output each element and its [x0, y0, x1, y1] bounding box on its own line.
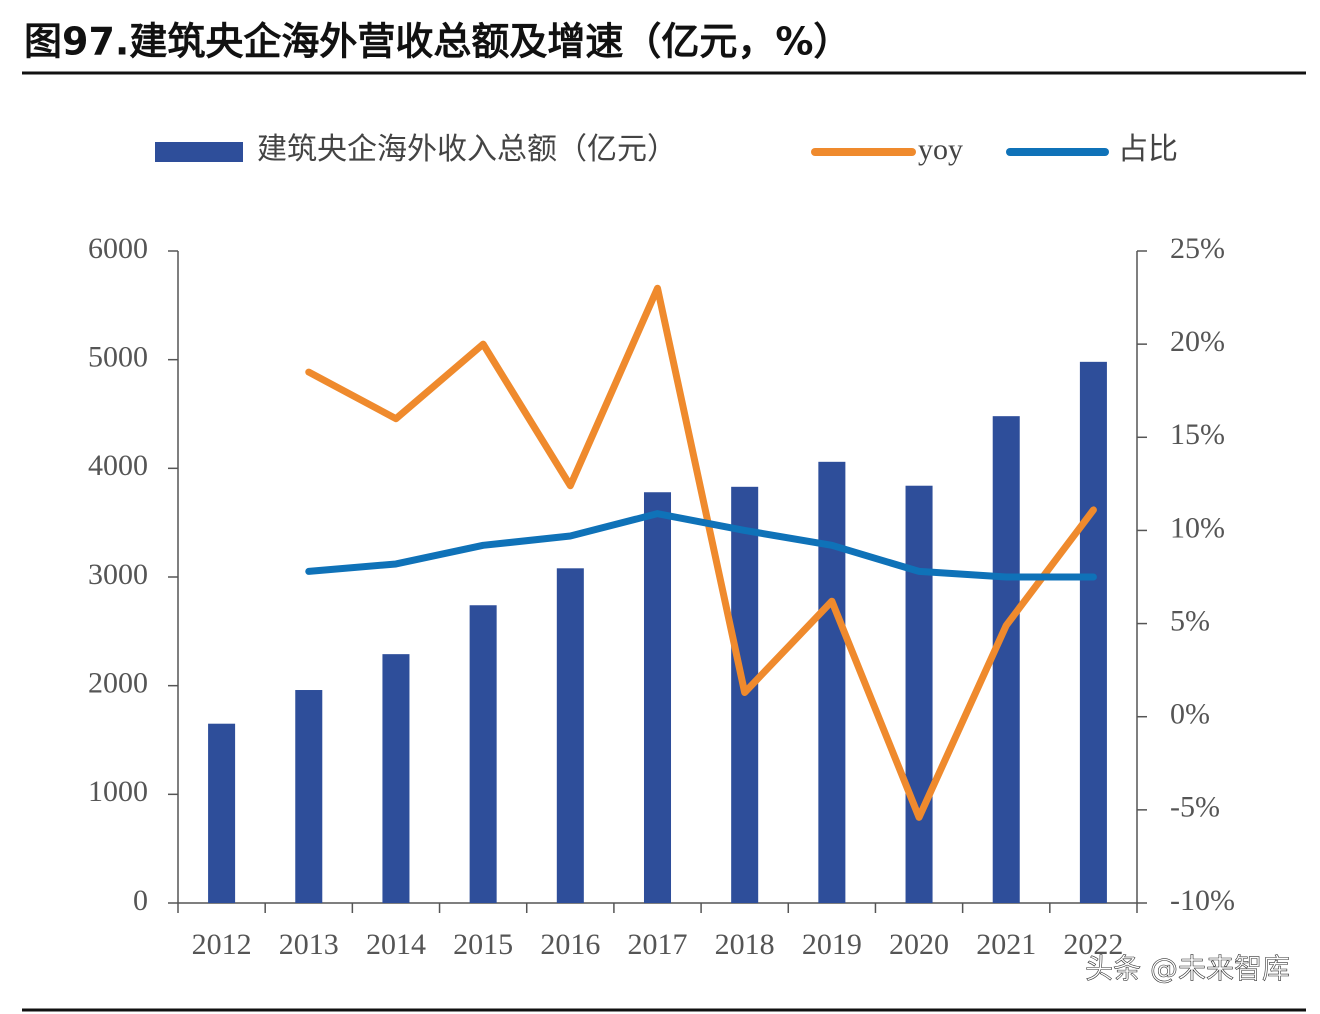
- y2-tick-label: 15%: [1170, 418, 1225, 451]
- watermark: 头条 @未来智库: [1085, 952, 1290, 985]
- bar: [643, 492, 672, 903]
- y2-tick-label: 0%: [1170, 698, 1210, 731]
- y2-tick-label: 20%: [1170, 325, 1225, 358]
- y-tick-label: 6000: [88, 232, 148, 265]
- y2-tick-label: 5%: [1170, 604, 1210, 637]
- x-tick-label: 2019: [802, 928, 862, 961]
- x-tick-label: 2014: [366, 928, 426, 961]
- y-tick-label: 2000: [88, 667, 148, 700]
- y-tick-label: 4000: [88, 449, 148, 482]
- bar: [208, 723, 236, 903]
- x-tick-label: 2013: [279, 928, 339, 961]
- y-tick-label: 1000: [88, 775, 148, 808]
- legend-label: 建筑央企海外收入总额（亿元）: [257, 133, 677, 166]
- x-tick-label: 2012: [192, 928, 252, 961]
- line: [305, 510, 1097, 581]
- x-tick-label: 2017: [628, 928, 688, 961]
- x-tick-label: 2018: [715, 928, 775, 961]
- x-tick-label: 2021: [976, 928, 1036, 961]
- bar: [905, 485, 933, 903]
- x-tick-label: 2020: [889, 928, 949, 961]
- x-tick-label: 2016: [540, 928, 600, 961]
- bar: [818, 461, 846, 903]
- y-tick-label: 5000: [88, 341, 148, 374]
- y2-tick-label: 25%: [1170, 232, 1225, 265]
- legend-label: 占比: [1118, 133, 1178, 166]
- legend-swatch: [155, 142, 243, 162]
- bar: [556, 568, 584, 903]
- x-tick-label: 2015: [453, 928, 513, 961]
- y-tick-label: 3000: [88, 558, 148, 591]
- y-tick-label: 0: [133, 884, 148, 917]
- chart-title: 图97.建筑央企海外营收总额及增速（亿元，%）: [24, 20, 851, 64]
- bar: [382, 654, 410, 903]
- x-tick-label: 2022: [1063, 928, 1123, 961]
- line: [305, 284, 1097, 821]
- legend: 建筑央企海外收入总额（亿元） yoy 占比: [155, 133, 1178, 166]
- legend-label: yoy: [918, 133, 963, 166]
- bar: [992, 416, 1020, 903]
- y2-tick-label: -10%: [1170, 884, 1235, 917]
- bar: [295, 690, 323, 903]
- y2-tick-label: -5%: [1170, 791, 1220, 824]
- bar: [469, 605, 497, 903]
- bar: [1079, 361, 1107, 904]
- y2-tick-label: 10%: [1170, 511, 1225, 544]
